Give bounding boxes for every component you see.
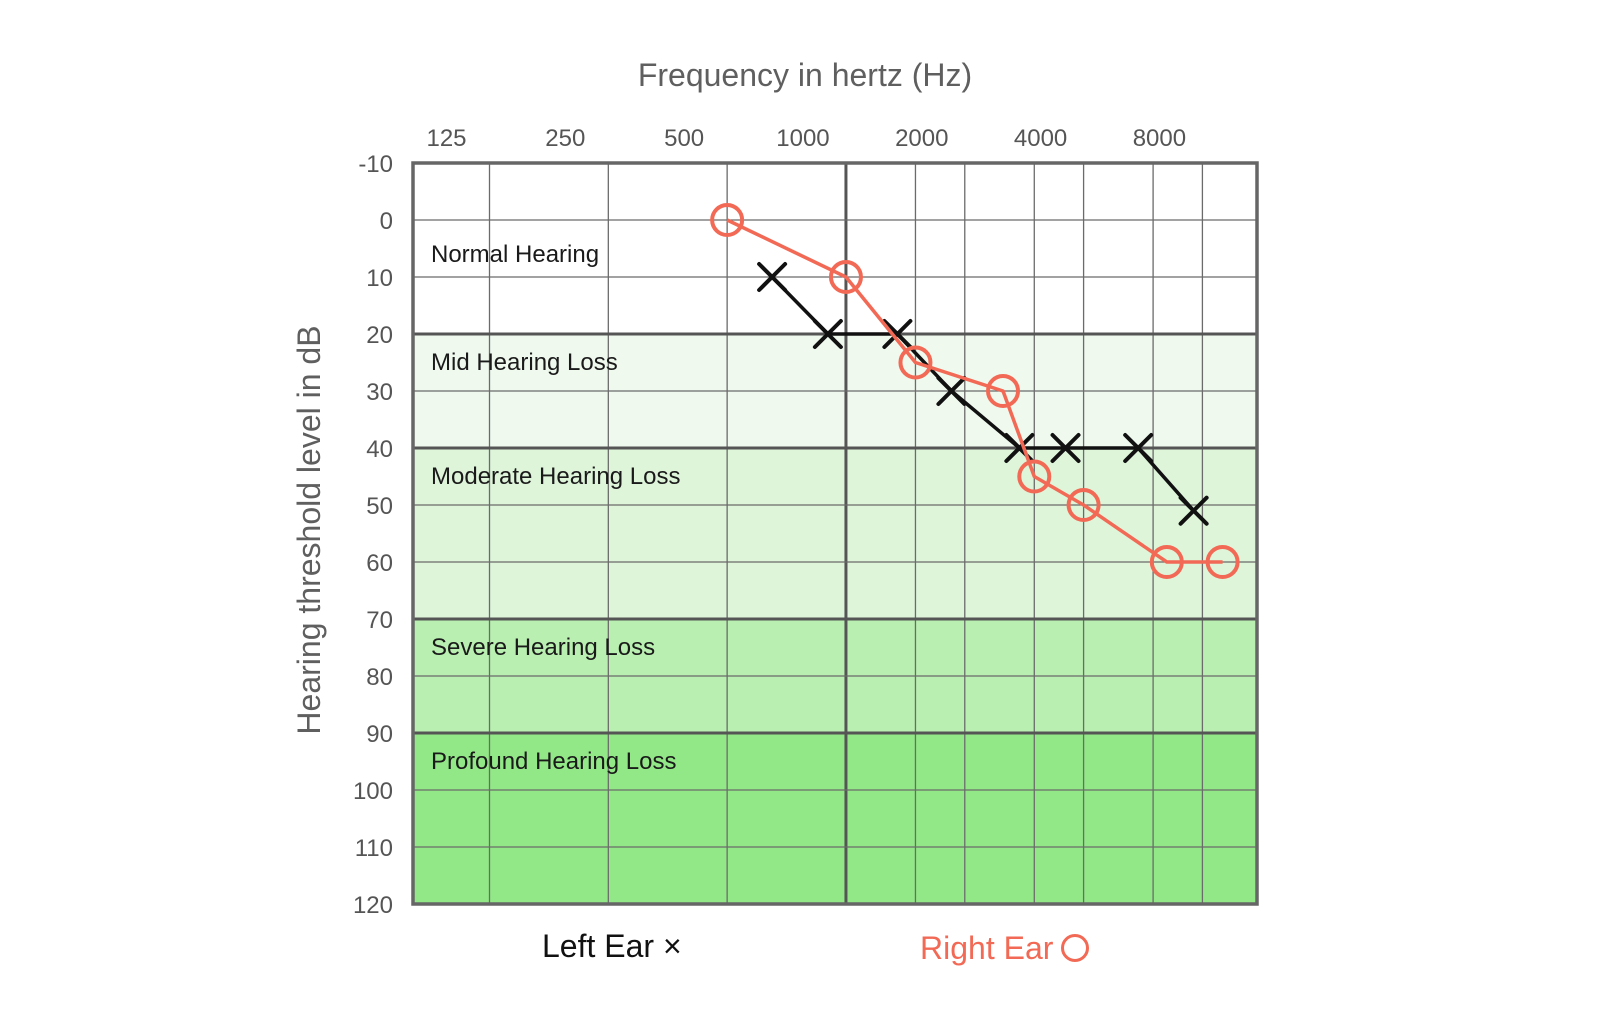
y-tick-label: 70: [366, 607, 393, 634]
circle-marker: [1017, 459, 1052, 494]
y-tick-label: -10: [358, 151, 393, 178]
x-axis-ticks: 125 250 500 1000 2000 4000 8000: [426, 125, 1186, 152]
x-tick-label: 1000: [776, 125, 829, 152]
y-tick-label: 110: [355, 835, 393, 862]
cross-marker: [757, 262, 788, 292]
y-tick-label: 10: [366, 265, 393, 292]
plot-frame: [411, 161, 1259, 906]
cross-stroke: [882, 319, 913, 349]
hearing-level-bands: [413, 163, 1257, 904]
legend-left-ear: Left Ear ×: [542, 928, 682, 964]
band-4: [413, 733, 1257, 904]
x-tick-label: 2000: [895, 125, 948, 152]
cross-marker: [1050, 433, 1081, 463]
series-line-x: [770, 275, 1195, 512]
band-label: Severe Hearing Loss: [431, 634, 655, 661]
band-label: Profound Hearing Loss: [431, 748, 676, 775]
circle-marker: [986, 374, 1021, 408]
y-axis-label: Hearing threshold level in dB: [291, 325, 327, 734]
circle-marker: [1066, 488, 1101, 522]
cross-stroke: [1123, 433, 1154, 463]
x-tick-label: 500: [664, 125, 704, 152]
y-tick-label: 120: [353, 892, 393, 919]
circle-marker: [1205, 545, 1240, 579]
cross-marker: [1123, 433, 1154, 463]
band-0: [413, 163, 1257, 334]
x-tick-label: 4000: [1014, 125, 1067, 152]
y-tick-label: 60: [366, 550, 393, 577]
circle-marker: [898, 345, 933, 380]
circle-marker: [828, 260, 863, 294]
circle-marker: [710, 203, 745, 237]
y-tick-label: 40: [366, 436, 393, 463]
chart-title: Frequency in hertz (Hz): [638, 57, 972, 93]
band-label: Mid Hearing Loss: [431, 349, 618, 376]
band-labels: Normal Hearing Mid Hearing Loss Moderate H…: [431, 241, 680, 775]
y-axis-ticks: -10 0 10 20 30 40 50 60 70 80 90 100 110 120: [353, 151, 393, 919]
circle-marker-icon: [1061, 934, 1090, 962]
y-tick-label: 80: [366, 664, 393, 691]
band-label: Moderate Hearing Loss: [431, 463, 680, 490]
cross-stroke: [812, 319, 843, 349]
x-tick-label: 250: [545, 125, 585, 152]
cross-stroke: [936, 376, 967, 406]
cross-marker: [936, 376, 967, 406]
cross-marker: [812, 319, 843, 349]
circle-marker: [1149, 545, 1184, 579]
x-tick-label: 8000: [1133, 125, 1186, 152]
legend-right-ear-label: Right Ear: [920, 930, 1054, 966]
legend-right-ear: Right Ear: [920, 930, 1090, 967]
cross-stroke: [1004, 433, 1035, 463]
band-2: [413, 448, 1257, 619]
cross-stroke: [1178, 495, 1209, 526]
chart-grid: [411, 161, 1259, 906]
x-tick-label: 125: [426, 125, 466, 152]
band-label: Normal Hearing: [431, 241, 599, 268]
y-tick-label: 30: [366, 379, 393, 406]
y-tick-label: 50: [366, 493, 393, 520]
cross-stroke: [1050, 433, 1081, 463]
cross-marker: [1178, 495, 1209, 526]
data-series: [710, 203, 1240, 579]
y-tick-label: 20: [366, 322, 393, 349]
y-tick-label: 90: [366, 721, 393, 748]
cross-marker: [882, 319, 913, 349]
y-tick-label: 0: [380, 208, 393, 235]
cross-stroke: [757, 262, 788, 292]
y-tick-label: 100: [353, 778, 393, 805]
